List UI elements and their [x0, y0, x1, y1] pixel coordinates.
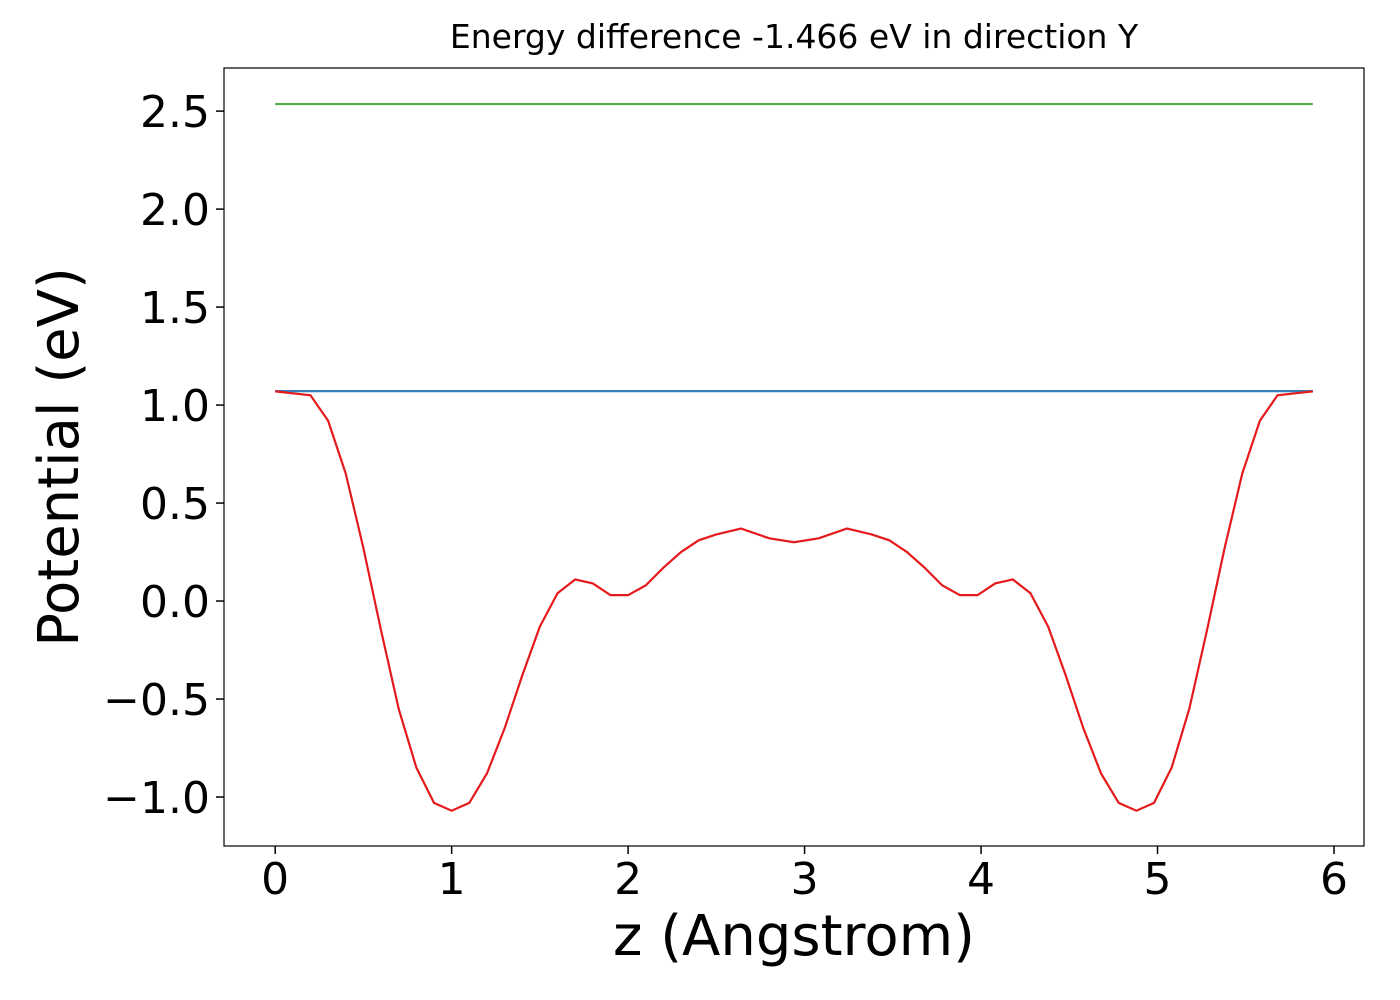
line — [275, 390, 1313, 812]
y-tick-label: 1.0 — [140, 381, 210, 432]
x-tick-label: 2 — [614, 854, 642, 905]
x-tick-label: 4 — [967, 854, 995, 905]
x-tick-label: 1 — [438, 854, 466, 905]
y-tick-label: −1.0 — [103, 773, 210, 824]
x-axis-label: z (Angstrom) — [613, 904, 975, 969]
chart-title: Energy difference -1.466 eV in direction… — [450, 17, 1139, 56]
x-tick-label: 5 — [1144, 854, 1172, 905]
y-tick-label: 2.5 — [140, 87, 210, 138]
plot-frame — [223, 67, 1365, 847]
x-tick-label: 3 — [791, 854, 819, 905]
x-tick-label: 0 — [261, 854, 289, 905]
y-tick-label: 0.0 — [140, 577, 210, 628]
y-tick-label: −0.5 — [103, 675, 210, 726]
x-tick-label: 6 — [1320, 854, 1348, 905]
y-tick-label: 1.5 — [140, 283, 210, 334]
y-tick-label: 0.5 — [140, 479, 210, 530]
y-axis-label: Potential (eV) — [27, 267, 92, 647]
y-tick-label: 2.0 — [140, 185, 210, 236]
